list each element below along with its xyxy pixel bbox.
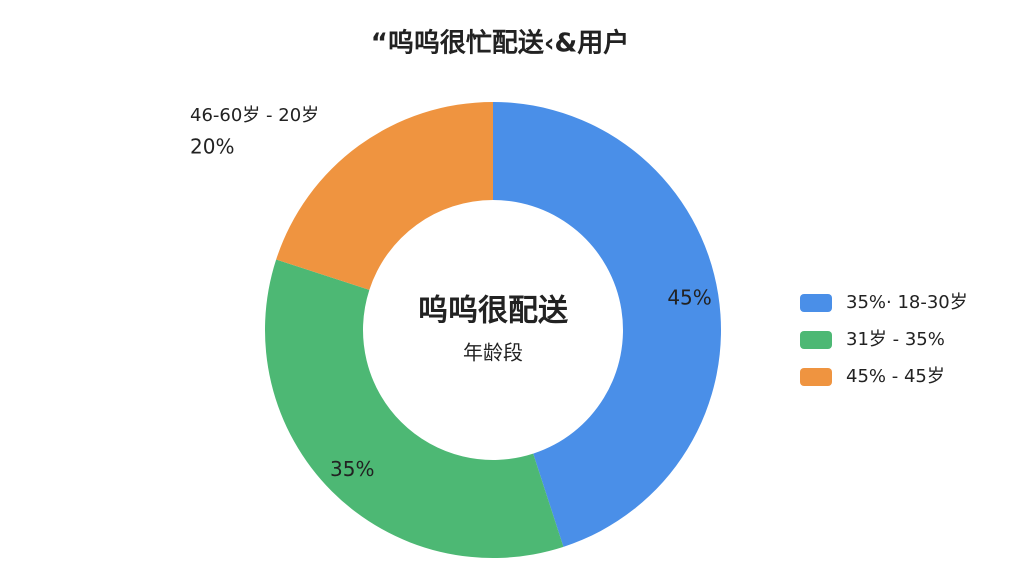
annotation: 46-60岁 - 20岁 bbox=[190, 105, 319, 126]
donut-segment bbox=[493, 102, 721, 547]
center-title: 呜呜很配送 bbox=[418, 294, 568, 329]
value-label: 45% bbox=[667, 285, 711, 309]
donut-segment bbox=[276, 102, 493, 290]
legend-label: 45% - 45岁 bbox=[846, 366, 945, 387]
legend-swatch bbox=[800, 368, 832, 386]
donut-segment bbox=[264, 259, 564, 558]
value-label: 35% bbox=[330, 457, 374, 481]
chart-title: “呜呜很忙配送‹&用户 bbox=[371, 28, 629, 59]
legend-label: 31岁 - 35% bbox=[846, 329, 945, 350]
center-subtitle: 年龄段 bbox=[463, 341, 523, 365]
value-label: 20% bbox=[190, 135, 234, 159]
legend-label: 35%· 18-30岁 bbox=[846, 292, 968, 313]
legend-swatch bbox=[800, 331, 832, 349]
legend-swatch bbox=[800, 294, 832, 312]
